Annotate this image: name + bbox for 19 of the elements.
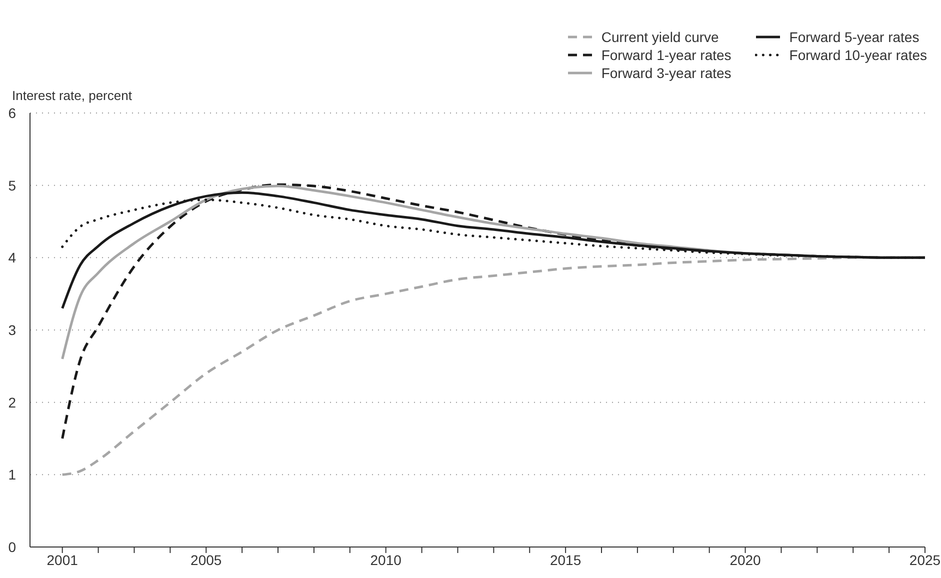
legend-label: Current yield curve	[601, 29, 719, 45]
y-tick-label: 3	[8, 322, 16, 338]
legend-label: Forward 10-year rates	[789, 47, 927, 63]
x-tick-label: 2015	[550, 552, 582, 568]
x-tick-label: 2001	[46, 552, 78, 568]
legend-label: Forward 3-year rates	[601, 65, 732, 81]
y-tick-label: 2	[8, 394, 16, 410]
legend-label: Forward 1-year rates	[601, 47, 732, 63]
x-tick-label: 2020	[730, 552, 762, 568]
y-tick-label: 5	[8, 177, 16, 194]
y-tick-label: 4	[8, 250, 16, 266]
y-tick-label: 1	[8, 466, 16, 483]
x-tick-label: 2025	[909, 552, 941, 568]
y-tick-label: 0	[8, 539, 16, 555]
x-tick-label: 2010	[370, 552, 402, 568]
legend-label: Forward 5-year rates	[789, 29, 920, 45]
y-axis-title: Interest rate, percent	[12, 88, 132, 103]
x-tick-label: 2005	[190, 552, 222, 568]
y-tick-label: 6	[8, 105, 16, 121]
